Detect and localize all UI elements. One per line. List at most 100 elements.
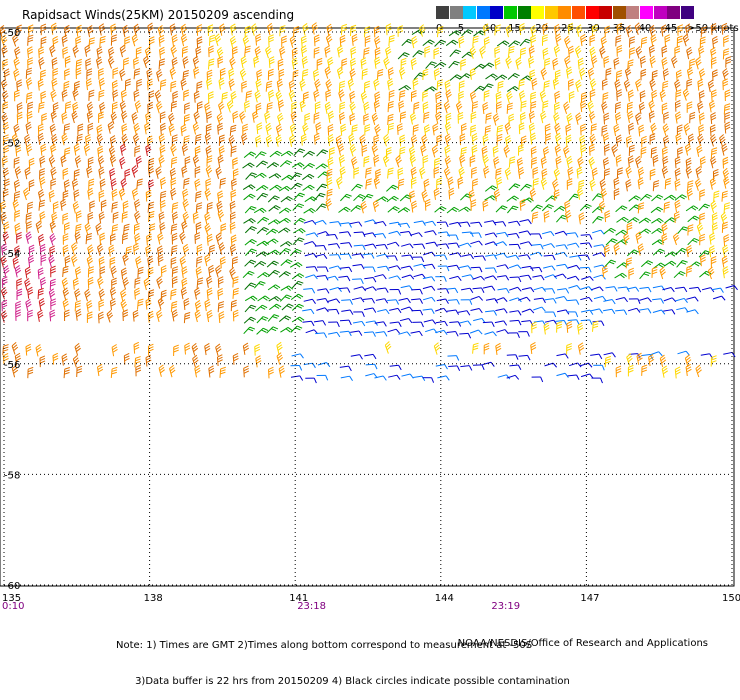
- wind-barb: [210, 245, 215, 256]
- wind-barb: [473, 276, 485, 284]
- wind-barb: [614, 178, 620, 189]
- wind-barb: [413, 376, 425, 383]
- wind-barb: [555, 70, 560, 81]
- wind-barb: [485, 184, 497, 195]
- wind-barb: [352, 34, 358, 46]
- wind-barb: [244, 101, 250, 112]
- wind-barb: [426, 60, 437, 72]
- wind-barb: [267, 260, 279, 271]
- wind-barb: [242, 81, 247, 92]
- wind-barb: [697, 134, 705, 146]
- wind-barb: [387, 300, 398, 306]
- wind-barb: [112, 102, 117, 113]
- wind-barb: [471, 200, 476, 211]
- wind-barb: [617, 216, 629, 226]
- wind-barb: [27, 92, 33, 103]
- wind-barb: [363, 254, 375, 260]
- wind-barb: [119, 157, 127, 169]
- wind-barb: [483, 82, 494, 94]
- wind-barb: [567, 167, 574, 179]
- wind-barb: [27, 287, 33, 299]
- wind-barb: [232, 257, 237, 268]
- wind-barb: [316, 163, 328, 174]
- wind-barb: [555, 133, 563, 145]
- wind-barb: [160, 123, 166, 134]
- wind-barb: [662, 234, 668, 246]
- wind-barb: [13, 69, 20, 81]
- wind-barb: [365, 36, 370, 47]
- wind-barb: [664, 112, 670, 123]
- wind-barb: [17, 289, 22, 300]
- wind-barb: [197, 277, 203, 288]
- wind-barb: [483, 102, 489, 114]
- wind-barb: [231, 91, 238, 103]
- wind-barb: [306, 232, 318, 240]
- wind-barb: [352, 183, 363, 194]
- wind-barb: [228, 135, 236, 147]
- wind-barb: [532, 244, 543, 250]
- wind-barb: [171, 81, 176, 92]
- wind-barb: [292, 353, 304, 361]
- wind-barb: [411, 331, 423, 338]
- wind-barb: [136, 365, 141, 376]
- wind-barb: [98, 289, 106, 301]
- wind-barb: [601, 102, 609, 114]
- wind-barb: [675, 287, 687, 293]
- wind-barb: [599, 201, 607, 213]
- wind-barb: [28, 310, 33, 321]
- wind-barb: [63, 234, 68, 245]
- wind-barb: [293, 202, 304, 214]
- wind-barb: [423, 309, 435, 315]
- wind-barb: [338, 144, 346, 156]
- wind-barb: [255, 356, 262, 368]
- wind-barb: [675, 200, 682, 212]
- wind-barb: [315, 333, 326, 339]
- wind-barb: [170, 45, 178, 57]
- wind-barb: [653, 248, 664, 259]
- wind-barb: [374, 274, 386, 282]
- wind-barb: [509, 46, 515, 57]
- wind-barb: [328, 298, 340, 306]
- wind-barb: [26, 78, 33, 90]
- wind-barb: [495, 343, 501, 355]
- wind-barb: [207, 310, 214, 322]
- wind-barb: [304, 92, 309, 103]
- wind-barb: [155, 167, 163, 179]
- wind-barb: [390, 289, 401, 294]
- wind-barb: [676, 70, 682, 81]
- wind-barb: [267, 23, 275, 35]
- wind-barb: [233, 158, 239, 169]
- wind-barb: [364, 332, 375, 338]
- wind-barb: [341, 376, 353, 383]
- wind-barb: [172, 58, 179, 70]
- wind-barb: [509, 297, 521, 305]
- wind-barb: [172, 277, 177, 288]
- wind-barb: [230, 201, 236, 212]
- wind-barb: [270, 150, 282, 161]
- wind-barb: [170, 24, 177, 36]
- wind-barb: [447, 331, 458, 337]
- wind-barb: [459, 265, 471, 272]
- wind-barb: [123, 310, 129, 321]
- wind-barb: [317, 267, 328, 272]
- wind-barb: [121, 134, 129, 146]
- wind-barb: [660, 90, 668, 102]
- wind-barb: [304, 363, 316, 370]
- wind-barb: [724, 202, 730, 213]
- wind-barb: [15, 167, 23, 179]
- wind-barb: [361, 91, 369, 103]
- wind-barb: [111, 24, 117, 35]
- wind-barb: [193, 123, 201, 135]
- wind-barb: [531, 147, 537, 158]
- wind-barb: [540, 90, 548, 102]
- wind-barb: [330, 148, 335, 159]
- wind-barb: [172, 266, 178, 277]
- wind-barb: [510, 277, 521, 283]
- wind-barb: [723, 79, 729, 90]
- wind-barb: [29, 245, 35, 256]
- wind-barb: [449, 188, 455, 199]
- wind-barb: [41, 37, 46, 48]
- wind-barb: [208, 25, 214, 36]
- wind-barb: [580, 363, 592, 371]
- wind-barb: [268, 284, 280, 294]
